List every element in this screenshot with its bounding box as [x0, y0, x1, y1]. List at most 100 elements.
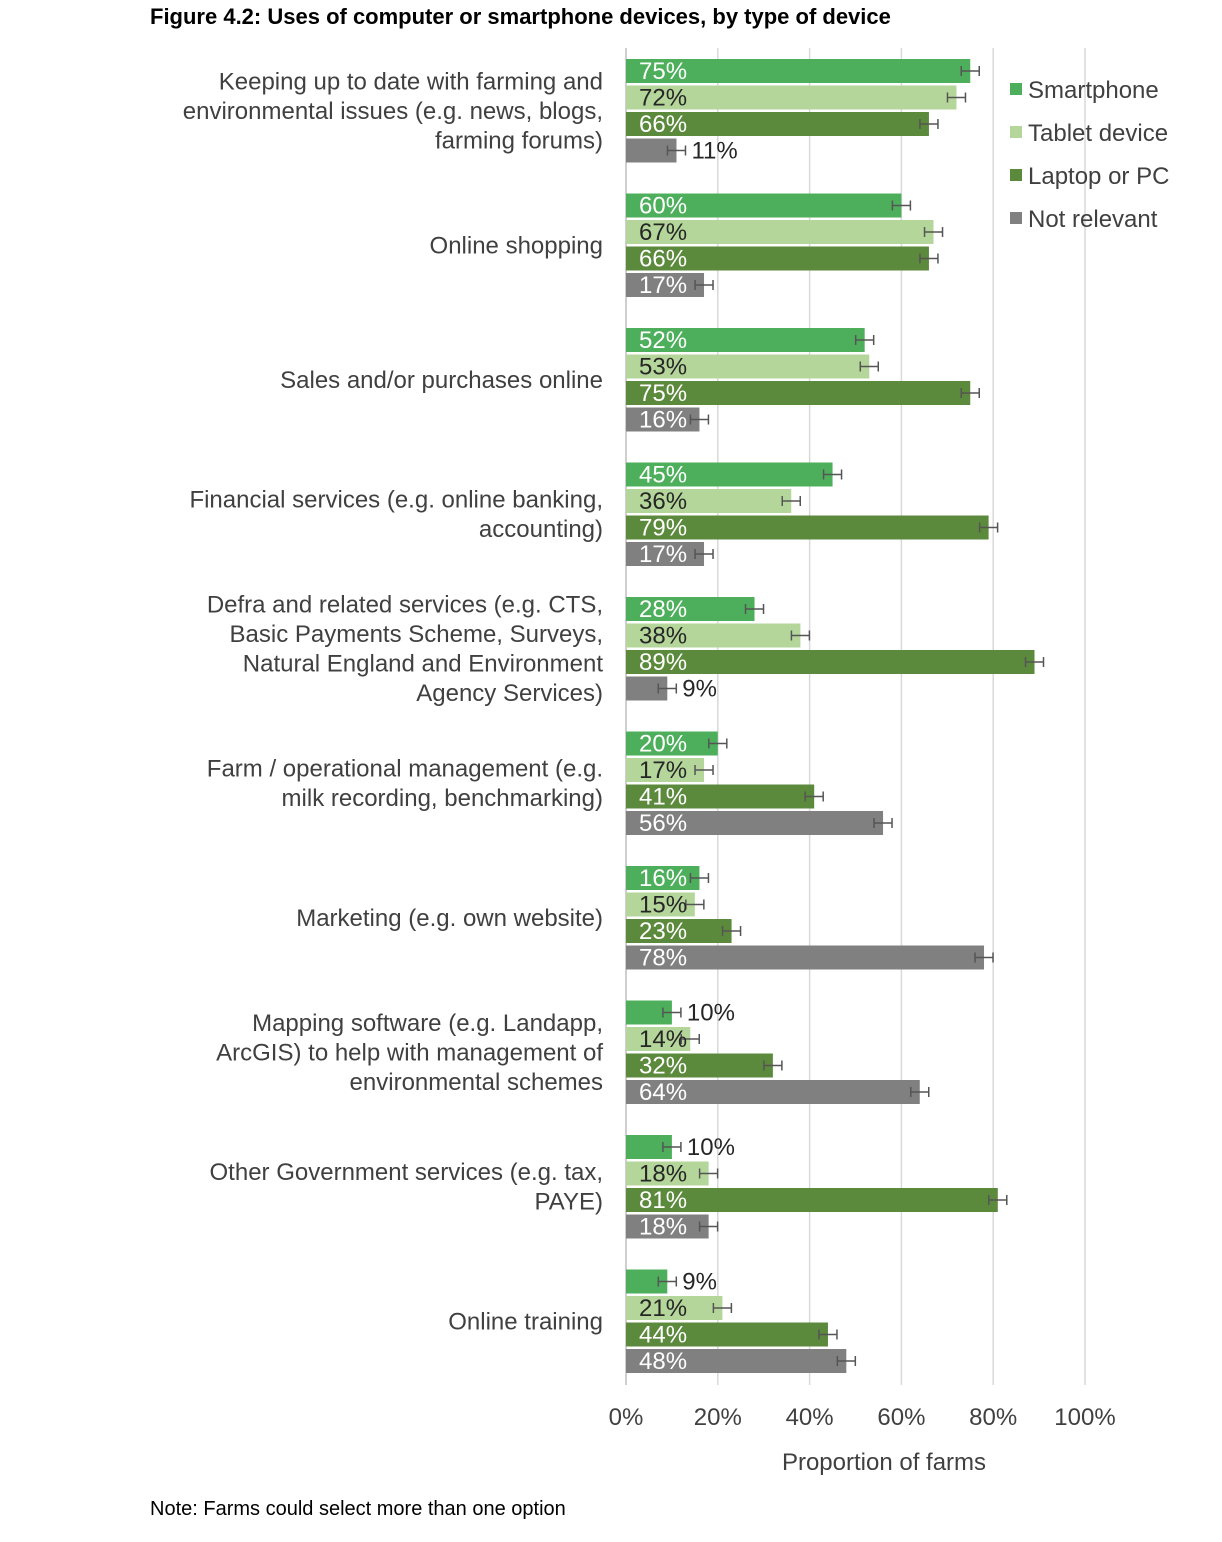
- legend-swatch: [1010, 126, 1022, 138]
- legend-label: Tablet device: [1028, 120, 1168, 147]
- data-label: 75%: [639, 58, 687, 85]
- bar: [626, 381, 971, 405]
- data-label: 16%: [639, 865, 687, 892]
- bar: [626, 784, 815, 809]
- data-label: 16%: [639, 407, 687, 434]
- data-label: 45%: [639, 462, 687, 489]
- data-label: 17%: [639, 757, 687, 784]
- bar: [626, 220, 934, 244]
- category-label: PAYE): [535, 1189, 603, 1216]
- bar: [626, 246, 929, 271]
- bar: [626, 623, 801, 648]
- data-label: 89%: [639, 649, 687, 676]
- bar: [626, 273, 705, 297]
- bar: [626, 758, 705, 782]
- bar: [626, 407, 700, 432]
- bar: [626, 59, 971, 83]
- data-label: 44%: [639, 1322, 687, 1349]
- bar: [626, 515, 989, 540]
- bar: [626, 1027, 691, 1051]
- bar: [626, 892, 695, 917]
- data-label: 11%: [691, 138, 737, 165]
- category-label: Marketing (e.g. own website): [296, 905, 603, 932]
- data-label: 17%: [639, 272, 687, 299]
- data-label: 32%: [639, 1053, 687, 1080]
- data-label: 17%: [639, 541, 687, 568]
- category-label: environmental issues (e.g. news, blogs,: [183, 98, 603, 125]
- data-label: 15%: [639, 892, 687, 919]
- bar: [626, 1053, 773, 1078]
- data-label: 41%: [639, 784, 687, 811]
- legend-swatch: [1010, 169, 1022, 181]
- data-label: 21%: [639, 1295, 687, 1322]
- data-label: 56%: [639, 810, 687, 837]
- bar: [626, 193, 902, 218]
- category-label: Mapping software (e.g. Landapp,: [252, 1010, 603, 1037]
- data-label: 20%: [639, 731, 687, 758]
- data-label: 79%: [639, 515, 687, 542]
- bar: [626, 1188, 998, 1212]
- bar: [626, 112, 929, 136]
- category-label: Online training: [448, 1308, 603, 1335]
- category-label: farming forums): [435, 127, 603, 154]
- category-label: environmental schemes: [350, 1069, 603, 1096]
- category-label: accounting): [479, 516, 603, 543]
- data-label: 67%: [639, 219, 687, 246]
- category-label: Sales and/or purchases online: [280, 367, 603, 394]
- x-tick-label: 100%: [1054, 1404, 1115, 1431]
- legend-label: Not relevant: [1028, 206, 1158, 233]
- chart-title: Figure 4.2: Uses of computer or smartpho…: [150, 4, 891, 29]
- x-tick-label: 80%: [969, 1404, 1017, 1431]
- legend-swatch: [1010, 83, 1022, 95]
- bar: [626, 731, 718, 756]
- data-label: 14%: [639, 1026, 687, 1053]
- data-label: 78%: [639, 945, 687, 972]
- data-label: 28%: [639, 596, 687, 623]
- bar: [626, 1349, 847, 1373]
- data-label: 9%: [682, 1269, 717, 1296]
- data-label: 66%: [639, 111, 687, 138]
- category-label: Basic Payments Scheme, Surveys,: [230, 621, 603, 648]
- category-label: Natural England and Environment: [243, 651, 604, 678]
- legend-label: Laptop or PC: [1028, 163, 1169, 190]
- legend-swatch: [1010, 212, 1022, 224]
- legend-label: Smartphone: [1028, 77, 1159, 104]
- bar: [626, 919, 732, 943]
- x-tick-label: 0%: [609, 1404, 644, 1431]
- bar: [626, 1161, 709, 1186]
- bar: [626, 650, 1035, 674]
- data-label: 38%: [639, 623, 687, 650]
- category-label: Financial services (e.g. online banking,: [189, 487, 603, 514]
- data-label: 60%: [639, 193, 687, 220]
- bar: [626, 542, 705, 566]
- bar: [626, 811, 884, 835]
- data-label: 81%: [639, 1187, 687, 1214]
- x-axis-title: Proportion of farms: [782, 1449, 986, 1476]
- bar: [626, 866, 700, 890]
- category-label: Farm / operational management (e.g.: [207, 756, 603, 783]
- data-label: 75%: [639, 380, 687, 407]
- data-label: 36%: [639, 488, 687, 515]
- category-label: Agency Services): [416, 680, 603, 707]
- x-tick-label: 60%: [877, 1404, 925, 1431]
- data-label: 10%: [687, 1134, 735, 1161]
- category-label: Keeping up to date with farming and: [219, 68, 603, 95]
- bar: [626, 1214, 709, 1239]
- data-label: 66%: [639, 246, 687, 273]
- category-label: ArcGIS) to help with management of: [216, 1039, 603, 1066]
- data-label: 64%: [639, 1079, 687, 1106]
- category-label: Other Government services (e.g. tax,: [210, 1159, 603, 1186]
- category-label: Online shopping: [430, 232, 603, 259]
- data-label: 53%: [639, 354, 687, 381]
- bar: [626, 597, 755, 621]
- bar: [626, 945, 985, 970]
- bar: [626, 1080, 920, 1104]
- x-tick-label: 40%: [786, 1404, 834, 1431]
- data-label: 72%: [639, 85, 687, 112]
- data-label: 18%: [639, 1214, 687, 1241]
- category-label: Defra and related services (e.g. CTS,: [207, 592, 603, 619]
- x-tick-label: 20%: [694, 1404, 742, 1431]
- data-label: 23%: [639, 918, 687, 945]
- data-label: 9%: [682, 676, 717, 703]
